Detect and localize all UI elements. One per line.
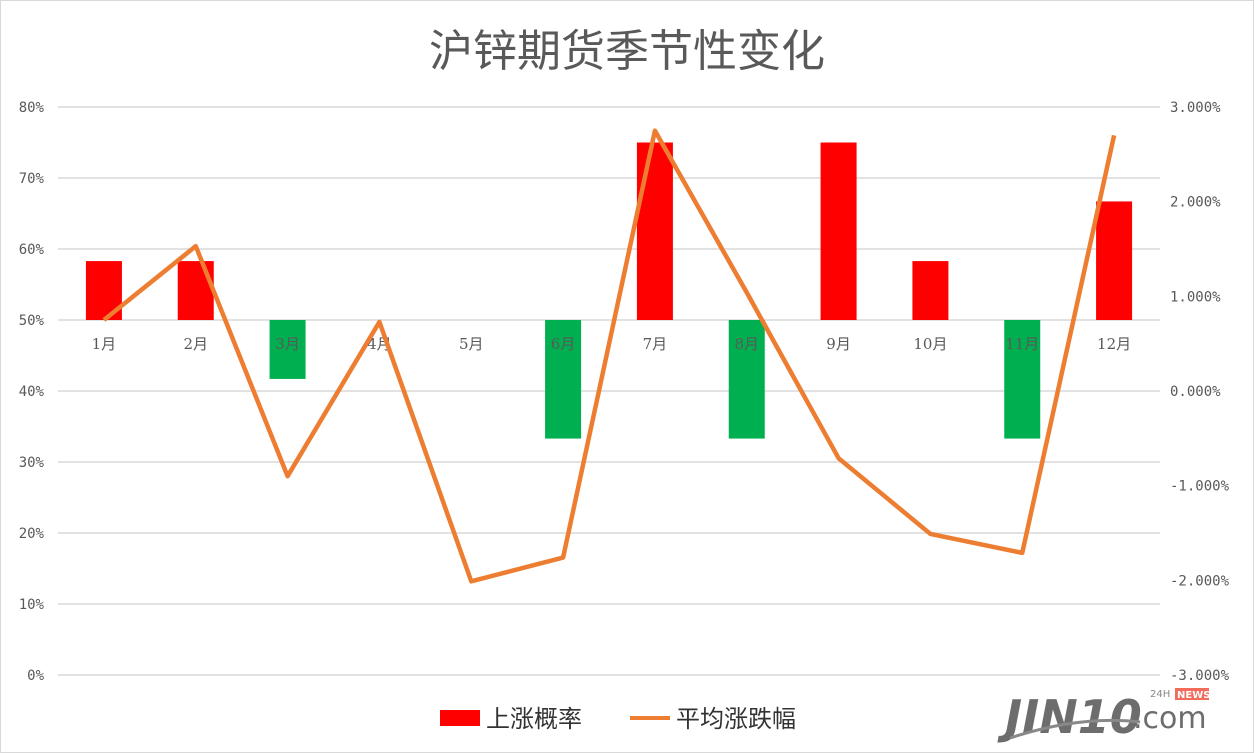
- chart-title: 沪锌期货季节性变化: [429, 26, 825, 77]
- right-tick-label: 3.000%: [1170, 100, 1221, 116]
- left-tick-label: 50%: [19, 313, 45, 329]
- svg-text:NEWS: NEWS: [1177, 690, 1210, 701]
- category-label: 2月: [183, 335, 208, 353]
- left-tick-label: 30%: [19, 455, 45, 471]
- bar-12月: [1096, 201, 1133, 320]
- right-tick-label: 2.000%: [1170, 195, 1221, 211]
- bar-11月: [1004, 320, 1041, 439]
- category-label: 11月: [1005, 335, 1039, 353]
- left-tick-label: 0%: [27, 668, 44, 684]
- bar-2月: [177, 261, 214, 320]
- category-label: 5月: [459, 335, 484, 353]
- bar-7月: [636, 142, 673, 320]
- category-label: 9月: [826, 335, 851, 353]
- left-tick-label: 40%: [19, 384, 45, 400]
- left-tick-label: 20%: [19, 526, 45, 542]
- line-series: [102, 128, 1117, 584]
- category-label: 7月: [643, 335, 668, 353]
- left-tick-label: 10%: [19, 597, 45, 613]
- left-tick-label: 60%: [19, 242, 45, 258]
- right-tick-label: -3.000%: [1170, 668, 1230, 684]
- right-tick-label: 0.000%: [1170, 384, 1221, 400]
- legend-label-bar: 上涨概率: [486, 705, 582, 733]
- right-tick-label: 1.000%: [1170, 289, 1221, 305]
- legend-label-line: 平均涨跌幅: [676, 705, 796, 733]
- bar-8月: [728, 320, 765, 439]
- left-tick-label: 70%: [19, 171, 45, 187]
- bar-6月: [545, 320, 582, 439]
- legend: 上涨概率 平均涨跌幅: [440, 705, 796, 733]
- svg-text:.com: .com: [1133, 701, 1207, 736]
- jin10-logo: JIN10 .com 24H NEWS: [997, 688, 1210, 744]
- svg-text:24H: 24H: [1150, 689, 1170, 700]
- right-tick-label: -2.000%: [1170, 573, 1230, 589]
- category-label: 3月: [275, 335, 300, 353]
- bar-9月: [820, 142, 857, 320]
- right-tick-label: -1.000%: [1170, 479, 1230, 495]
- category-label: 10月: [913, 335, 947, 353]
- bar-10月: [912, 261, 949, 320]
- category-label: 6月: [551, 335, 576, 353]
- bar-3月: [269, 320, 306, 379]
- category-label: 1月: [92, 335, 117, 353]
- legend-swatch-bar: [440, 710, 480, 726]
- category-label: 12月: [1097, 335, 1131, 353]
- category-label: 8月: [734, 335, 759, 353]
- left-tick-label: 80%: [19, 100, 45, 116]
